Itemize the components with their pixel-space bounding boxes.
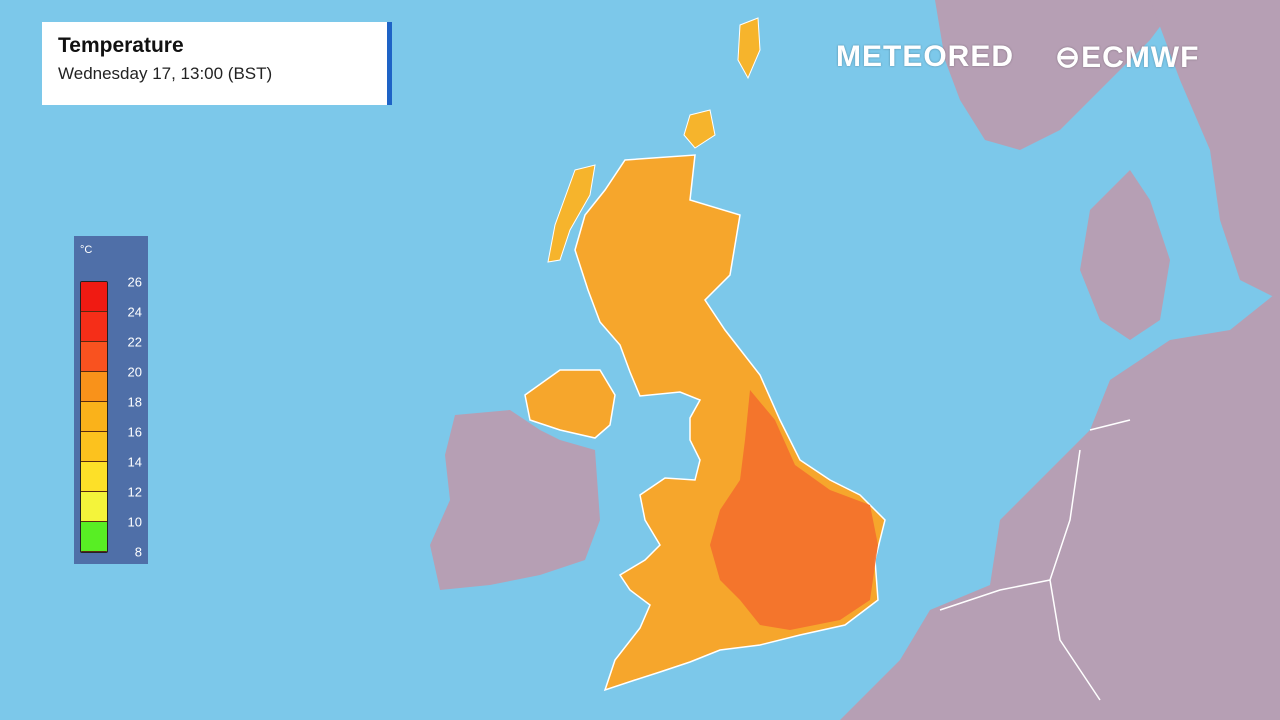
legend-tick-label: 12 — [127, 484, 142, 500]
ecmwf-symbol-icon: ⊖ — [1055, 41, 1082, 74]
legend-tick-label: 16 — [127, 424, 142, 440]
map-title: Temperature — [58, 34, 184, 57]
land-northern-ireland — [524, 369, 616, 439]
hot-region-england — [710, 390, 878, 630]
border-lines — [939, 419, 1131, 701]
legend-tick-label: 24 — [127, 304, 142, 320]
legend-swatch — [81, 402, 107, 432]
land-sweden — [1150, 0, 1280, 300]
legend-swatch — [81, 372, 107, 402]
ecmwf-logo: ⊖ECMWF — [1055, 40, 1199, 75]
land-orkney — [683, 109, 716, 149]
legend-tick-label: 8 — [134, 544, 142, 560]
land-shetland — [737, 17, 761, 80]
legend-swatch — [81, 522, 107, 552]
legend-color-bar — [80, 281, 108, 553]
land-ireland — [430, 410, 600, 590]
legend-tick-label: 20 — [127, 364, 142, 380]
land-denmark — [1080, 170, 1170, 340]
legend-tick-label: 18 — [127, 394, 142, 410]
legend-swatch — [81, 432, 107, 462]
legend-swatch — [81, 462, 107, 492]
legend-swatch — [81, 492, 107, 522]
legend-unit: °C — [80, 244, 93, 256]
legend-tick-label: 22 — [127, 334, 142, 350]
legend-tick-label: 26 — [127, 274, 142, 290]
legend-swatch — [81, 342, 107, 372]
ecmwf-text: ECMWF — [1081, 41, 1200, 74]
land-norway — [935, 0, 1180, 150]
legend-tick-label: 10 — [127, 514, 142, 530]
legend-tick-label: 14 — [127, 454, 142, 470]
land-hebrides — [547, 164, 596, 263]
legend-swatch — [81, 312, 107, 342]
map-timestamp: Wednesday 17, 13:00 (BST) — [58, 64, 273, 83]
title-panel: Temperature Wednesday 17, 13:00 (BST) — [42, 22, 392, 105]
meteored-logo: METEORED — [836, 40, 1015, 73]
land-continent — [840, 290, 1280, 720]
legend-swatch — [81, 282, 107, 312]
temperature-legend: °C 26 24 22 20 18 16 14 12 10 8 — [74, 236, 148, 564]
